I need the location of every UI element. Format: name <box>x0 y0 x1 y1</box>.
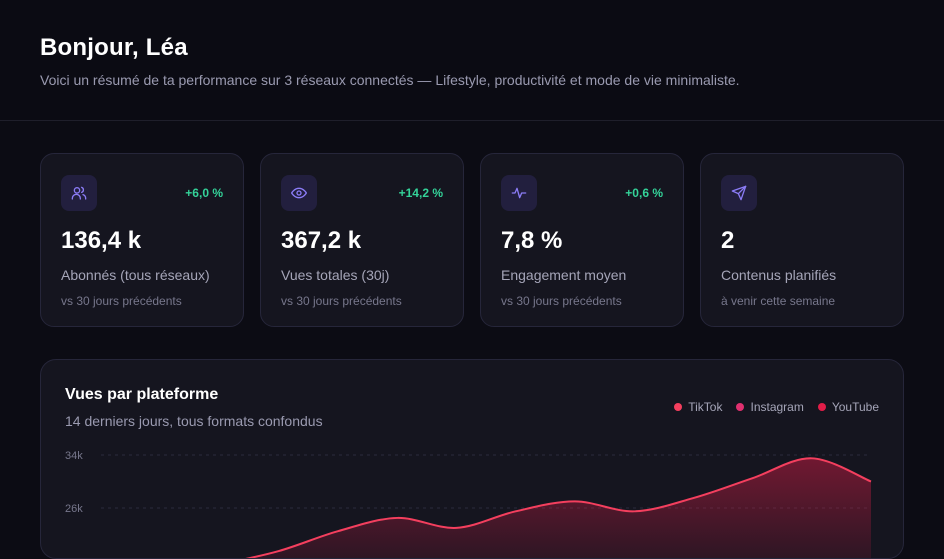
series-line-tiktok <box>245 457 872 558</box>
series-area-tiktok <box>250 458 871 558</box>
page-title: Bonjour, Léa <box>40 34 188 61</box>
legend-item-youtube[interactable]: YouTube <box>817 400 879 414</box>
chart-subtitle: 14 derniers jours, tous formats confondu… <box>65 413 323 429</box>
stats-cards: +6,0 % 136,4 k Abonnés (tous réseaux) vs… <box>40 153 904 327</box>
views-chart-card: 34k 26k Vues par plateforme 14 derniers j… <box>40 359 904 559</box>
eye-icon <box>281 175 317 211</box>
stat-card-views[interactable]: +14,2 % 367,2 k Vues totales (30j) vs 30… <box>260 153 464 327</box>
y-tick-label: 26k <box>65 503 83 515</box>
legend-label: Instagram <box>750 400 804 414</box>
legend-item-instagram[interactable]: Instagram <box>736 400 804 414</box>
send-icon <box>721 175 757 211</box>
page-header: Bonjour, Léa Voici un résumé de ta perfo… <box>0 0 944 121</box>
legend-label: YouTube <box>831 400 879 414</box>
activity-icon <box>501 175 537 211</box>
y-tick-label: 34k <box>65 450 83 462</box>
stat-card-followers[interactable]: +6,0 % 136,4 k Abonnés (tous réseaux) vs… <box>40 153 244 327</box>
stat-value: 367,2 k <box>281 227 362 254</box>
page-subtitle: Voici un résumé de ta performance sur 3 … <box>40 72 740 88</box>
legend-label: TikTok <box>688 400 723 414</box>
stat-card-engagement[interactable]: +0,6 % 7,8 % Engagement moyen vs 30 jour… <box>480 153 684 327</box>
legend-dot <box>674 403 683 411</box>
stat-label: Engagement moyen <box>501 267 627 283</box>
stat-delta: +14,2 % <box>398 186 443 200</box>
stat-label: Abonnés (tous réseaux) <box>61 267 210 283</box>
stat-label: Vues totales (30j) <box>281 267 390 283</box>
chart-title: Vues par plateforme <box>65 386 219 403</box>
legend-dot <box>817 403 826 411</box>
stat-label: Contenus planifiés <box>721 267 837 283</box>
chart-legend: TikTok Instagram YouTube <box>674 400 879 414</box>
legend-dot <box>736 403 745 411</box>
stat-delta: +0,6 % <box>625 186 663 200</box>
stat-value: 136,4 k <box>61 227 142 254</box>
stat-delta: +6,0 % <box>185 186 223 200</box>
stat-card-scheduled[interactable]: 2 Contenus planifiés à venir cette semai… <box>700 153 904 327</box>
stat-value: 2 <box>721 227 735 254</box>
stat-subtext: vs 30 jours précédents <box>281 294 402 308</box>
stat-subtext: vs 30 jours précédents <box>61 294 182 308</box>
stat-subtext: vs 30 jours précédents <box>501 294 622 308</box>
stat-subtext: à venir cette semaine <box>721 294 836 308</box>
legend-item-tiktok[interactable]: TikTok <box>674 400 722 414</box>
users-icon <box>61 175 97 211</box>
stat-value: 7,8 % <box>501 227 563 254</box>
